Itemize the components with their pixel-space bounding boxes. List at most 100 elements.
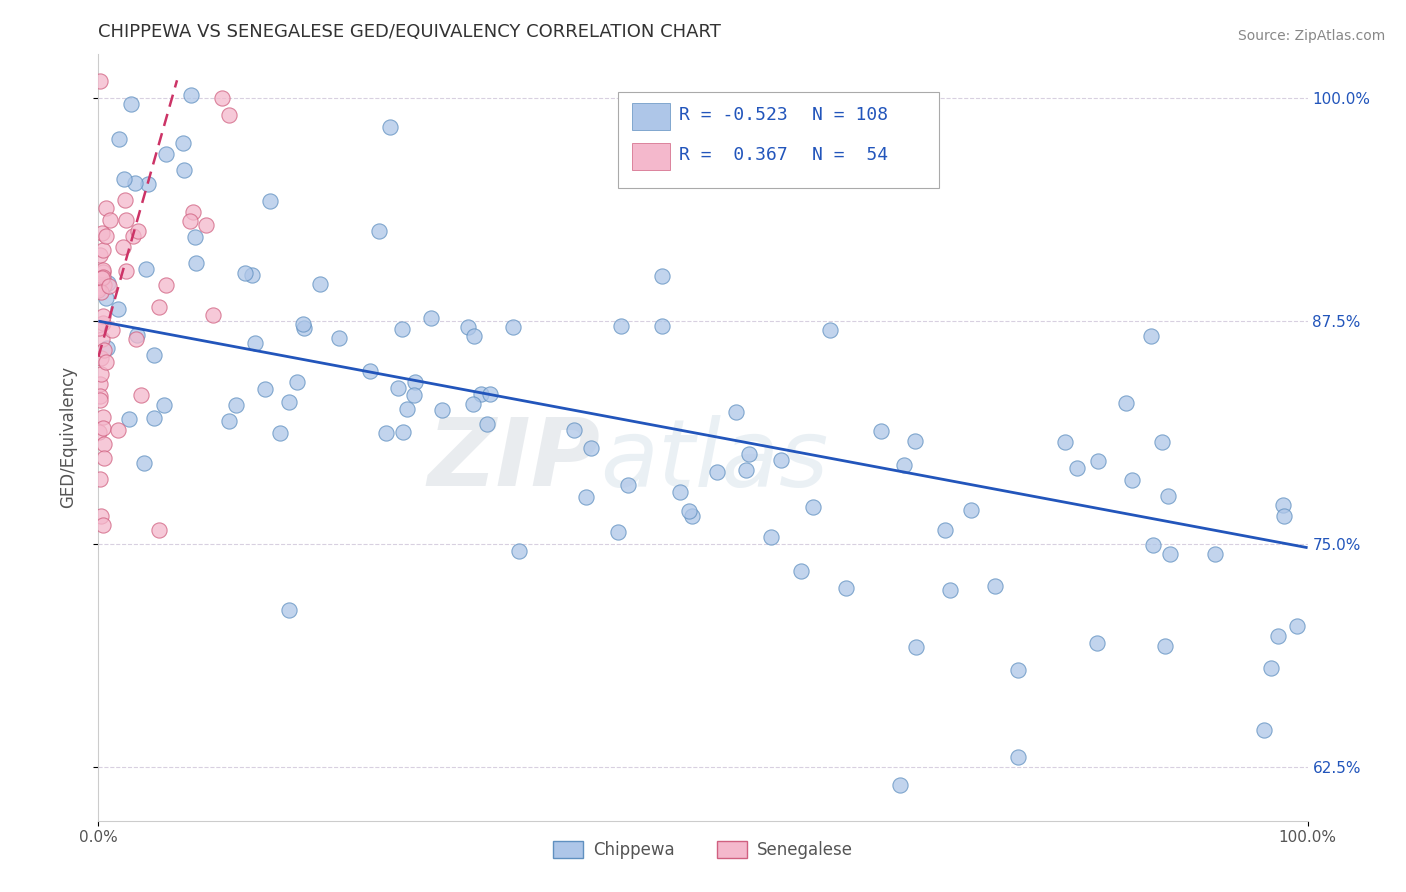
Point xyxy=(148,524,170,538)
Point xyxy=(101,323,124,337)
Point xyxy=(120,96,142,111)
Point xyxy=(180,88,202,103)
Point xyxy=(173,163,195,178)
Legend: Chippewa, Senegalese: Chippewa, Senegalese xyxy=(547,835,859,866)
Point xyxy=(111,240,134,254)
Point xyxy=(122,228,145,243)
Text: atlas: atlas xyxy=(600,415,828,506)
Point xyxy=(678,504,700,518)
Point xyxy=(124,177,146,191)
Point xyxy=(194,218,217,232)
Point xyxy=(93,437,115,451)
Point xyxy=(153,398,176,412)
Text: R = -0.523: R = -0.523 xyxy=(679,106,787,124)
Point xyxy=(89,393,111,408)
Point xyxy=(893,458,915,472)
Point xyxy=(245,336,267,351)
Point xyxy=(391,425,413,440)
Point xyxy=(1087,454,1109,468)
Point xyxy=(904,434,927,448)
Point xyxy=(155,147,177,161)
Point xyxy=(93,343,115,357)
Point xyxy=(107,131,129,145)
FancyBboxPatch shape xyxy=(631,143,671,170)
Point xyxy=(1267,629,1289,643)
Point xyxy=(575,491,598,505)
Point xyxy=(87,283,110,297)
Point xyxy=(1253,723,1275,737)
Point xyxy=(97,278,120,293)
Point xyxy=(125,327,148,342)
Point xyxy=(905,640,928,654)
Point xyxy=(112,171,135,186)
Point xyxy=(738,447,761,461)
Point xyxy=(387,381,409,395)
Text: ZIP: ZIP xyxy=(427,414,600,506)
Point xyxy=(142,348,165,362)
Point xyxy=(184,255,207,269)
Text: Source: ZipAtlas.com: Source: ZipAtlas.com xyxy=(1237,29,1385,43)
Point xyxy=(1115,396,1137,410)
Point xyxy=(395,402,418,417)
Point xyxy=(89,389,111,403)
Point xyxy=(790,564,813,578)
Point xyxy=(96,355,118,369)
Point xyxy=(463,329,485,343)
Point xyxy=(368,224,391,238)
Point xyxy=(269,425,291,440)
Point xyxy=(91,270,114,285)
Point xyxy=(183,230,205,244)
Point xyxy=(131,388,153,402)
Point xyxy=(115,264,138,278)
Point xyxy=(835,581,858,595)
Text: CHIPPEWA VS SENEGALESE GED/EQUIVALENCY CORRELATION CHART: CHIPPEWA VS SENEGALESE GED/EQUIVALENCY C… xyxy=(98,23,721,41)
Point xyxy=(292,317,315,331)
Point xyxy=(479,387,502,401)
Point xyxy=(1066,461,1088,475)
Point xyxy=(564,423,586,437)
Point xyxy=(801,500,824,514)
Point xyxy=(374,425,396,440)
Point xyxy=(984,579,1007,593)
Point xyxy=(606,524,628,539)
Point xyxy=(934,523,956,537)
Point xyxy=(127,224,149,238)
FancyBboxPatch shape xyxy=(619,92,939,188)
Point xyxy=(502,320,524,334)
Point xyxy=(118,412,141,426)
Point xyxy=(87,280,110,294)
Point xyxy=(328,331,350,345)
Point xyxy=(292,321,315,335)
Point xyxy=(218,108,240,122)
Point xyxy=(1152,435,1174,450)
Point xyxy=(1121,473,1143,487)
Point xyxy=(155,277,177,292)
Point xyxy=(91,265,114,279)
Point xyxy=(93,277,115,292)
Point xyxy=(419,311,441,326)
Point xyxy=(820,323,842,337)
FancyBboxPatch shape xyxy=(631,103,671,130)
Point xyxy=(725,405,748,419)
Point xyxy=(378,120,401,134)
Point xyxy=(89,74,111,88)
Point xyxy=(1260,661,1282,675)
Point xyxy=(457,320,479,334)
Point xyxy=(90,285,112,300)
Point xyxy=(610,319,633,334)
Point xyxy=(87,321,110,335)
Point xyxy=(681,508,703,523)
Point xyxy=(668,484,690,499)
Point xyxy=(89,472,111,486)
Point xyxy=(1274,509,1296,524)
Point xyxy=(960,502,983,516)
Point xyxy=(1142,538,1164,552)
Point xyxy=(91,517,114,532)
Point xyxy=(89,248,111,262)
Point xyxy=(90,367,112,381)
Point xyxy=(107,423,129,437)
Point xyxy=(402,388,425,402)
Point xyxy=(1159,547,1181,561)
Point xyxy=(91,316,114,330)
Point xyxy=(475,417,498,431)
